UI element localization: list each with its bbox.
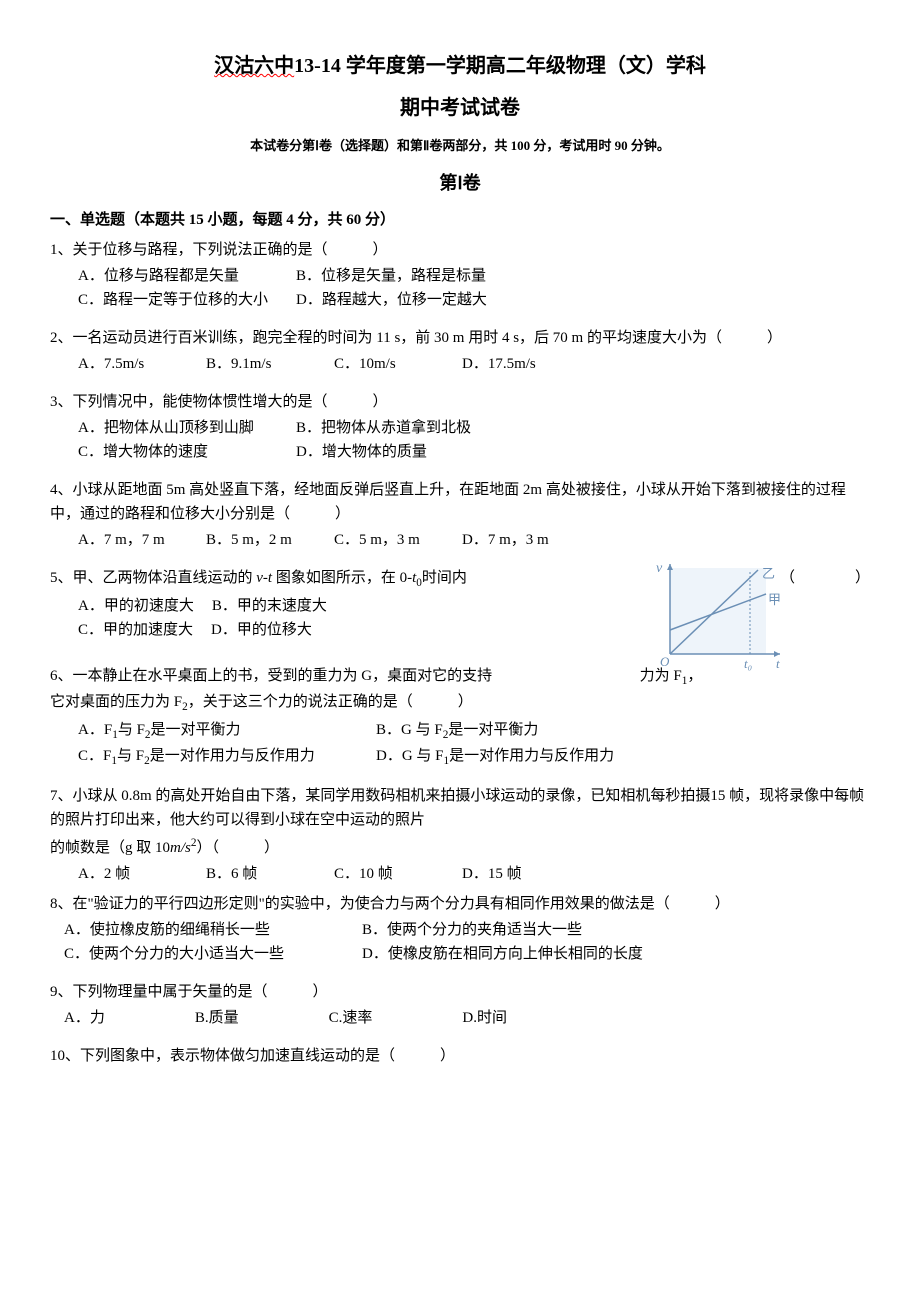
question-7: 7、小球从 0.8m 的高处开始自由下落，某同学用数码相机来拍摄小球运动的录像，… (50, 784, 870, 886)
q7-option-d: D．15 帧 (462, 862, 572, 886)
section-1-title: 第Ⅰ卷 (50, 169, 870, 198)
question-3-text: 3、下列情况中，能使物体惯性增大的是（ ） (50, 390, 870, 414)
question-1: 1、关于位移与路程，下列说法正确的是（ ） A．位移与路程都是矢量 B．位移是矢… (50, 238, 870, 312)
exam-subtitle: 期中考试试卷 (50, 92, 870, 124)
q5-option-a: A．甲的初速度大 (78, 594, 194, 618)
question-10: 10、下列图象中，表示物体做匀加速直线运动的是（ ） (50, 1044, 870, 1068)
exam-instructions: 本试卷分第Ⅰ卷（选择题）和第Ⅱ卷两部分，共 100 分，考试用时 90 分钟。 (50, 136, 870, 157)
question-9: 9、下列物理量中属于矢量的是（ ） A．力 B.质量 C.速率 D.时间 (50, 980, 870, 1030)
q6-option-b: B．G 与 F2是一对平衡力 (376, 718, 656, 744)
q1-option-b: B．位移是矢量，路程是标量 (296, 264, 496, 288)
q4-option-b: B．5 m，2 m (206, 528, 316, 552)
q4-option-a: A．7 m，7 m (78, 528, 188, 552)
q8-option-a: A．使拉橡皮筋的细绳稍长一些 (64, 918, 344, 942)
q7-option-a: A．2 帧 (78, 862, 188, 886)
question-10-text: 10、下列图象中，表示物体做匀加速直线运动的是（ ） (50, 1044, 870, 1068)
q6-option-d: D．G 与 F1是一对作用力与反作用力 (376, 744, 656, 770)
q3-option-a: A．把物体从山顶移到山脚 (78, 416, 278, 440)
q7-option-c: C．10 帧 (334, 862, 444, 886)
q1-option-c: C．路程一定等于位移的大小 (78, 288, 278, 312)
question-1-text: 1、关于位移与路程，下列说法正确的是（ ） (50, 238, 870, 262)
q4-option-d: D．7 m，3 m (462, 528, 572, 552)
question-5: v O t₀ t 乙 甲 5、甲、乙两物体沿直线运动的 v-t 图象如图所示，在… (50, 566, 870, 642)
q2-option-a: A．7.5m/s (78, 352, 188, 376)
q1-option-a: A．位移与路程都是矢量 (78, 264, 278, 288)
question-2-text: 2、一名运动员进行百米训练，跑完全程的时间为 11 s，前 30 m 用时 4 … (50, 326, 870, 350)
question-4: 4、小球从距地面 5m 高处竖直下落，经地面反弹后竖直上升，在距地面 2m 高处… (50, 478, 870, 552)
exam-title: 汉沽六中13-14 学年度第一学期高二年级物理（文）学科 (50, 50, 870, 82)
q5-option-b: B．甲的末速度大 (212, 594, 327, 618)
svg-text:O: O (660, 654, 670, 669)
q1-option-d: D．路程越大，位移一定越大 (296, 288, 496, 312)
q3-option-d: D．增大物体的质量 (296, 440, 496, 464)
q2-option-c: C．10m/s (334, 352, 444, 376)
question-8-text: 8、在"验证力的平行四边形定则"的实验中，为使合力与两个分力具有相同作用效果的做… (50, 892, 870, 916)
svg-text:t: t (776, 656, 780, 671)
q6-option-a: A．F1与 F2是一对平衡力 (78, 718, 358, 744)
q5-blank: （ ） (780, 566, 870, 590)
q9-option-b: B.质量 (195, 1006, 239, 1030)
question-9-text: 9、下列物理量中属于矢量的是（ ） (50, 980, 870, 1004)
q8-option-b: B．使两个分力的夹角适当大一些 (362, 918, 642, 942)
q9-option-a: A．力 (64, 1006, 105, 1030)
q7-option-b: B．6 帧 (206, 862, 316, 886)
q9-option-c: C.速率 (329, 1006, 373, 1030)
question-4-text: 4、小球从距地面 5m 高处竖直下落，经地面反弹后竖直上升，在距地面 2m 高处… (50, 478, 870, 526)
school-name: 汉沽六中 (214, 55, 294, 77)
q2-option-d: D．17.5m/s (462, 352, 572, 376)
question-7-text-1: 7、小球从 0.8m 的高处开始自由下落，某同学用数码相机来拍摄小球运动的录像，… (50, 784, 870, 832)
q8-option-d: D．使橡皮筋在相同方向上伸长相同的长度 (362, 942, 643, 966)
q2-option-b: B．9.1m/s (206, 352, 316, 376)
q6-option-c: C．F1与 F2是一对作用力与反作用力 (78, 744, 358, 770)
svg-text:甲: 甲 (768, 592, 781, 607)
q3-option-b: B．把物体从赤道拿到北极 (296, 416, 496, 440)
question-3: 3、下列情况中，能使物体惯性增大的是（ ） A．把物体从山顶移到山脚 B．把物体… (50, 390, 870, 464)
q8-option-c: C．使两个分力的大小适当大一些 (64, 942, 344, 966)
q9-option-d: D.时间 (462, 1006, 507, 1030)
q4-option-c: C．5 m，3 m (334, 528, 444, 552)
q5-option-d: D．甲的位移大 (211, 618, 321, 642)
q3-option-c: C．增大物体的速度 (78, 440, 278, 464)
question-8: 8、在"验证力的平行四边形定则"的实验中，为使合力与两个分力具有相同作用效果的做… (50, 892, 870, 966)
svg-text:t₀: t₀ (744, 656, 752, 671)
q5-option-c: C．甲的加速度大 (78, 618, 193, 642)
question-7-text-2: 的帧数是（g 取 10m/s2）（ ） (50, 834, 870, 860)
question-2: 2、一名运动员进行百米训练，跑完全程的时间为 11 s，前 30 m 用时 4 … (50, 326, 870, 376)
vt-graph-figure: v O t₀ t 乙 甲 (650, 560, 790, 680)
svg-text:乙: 乙 (762, 566, 775, 581)
exam-title-main: 13-14 学年度第一学期高二年级物理（文）学科 (294, 55, 706, 77)
svg-text:v: v (656, 561, 663, 576)
subsection-1-header: 一、单选题（本题共 15 小题，每题 4 分，共 60 分） (50, 208, 870, 232)
